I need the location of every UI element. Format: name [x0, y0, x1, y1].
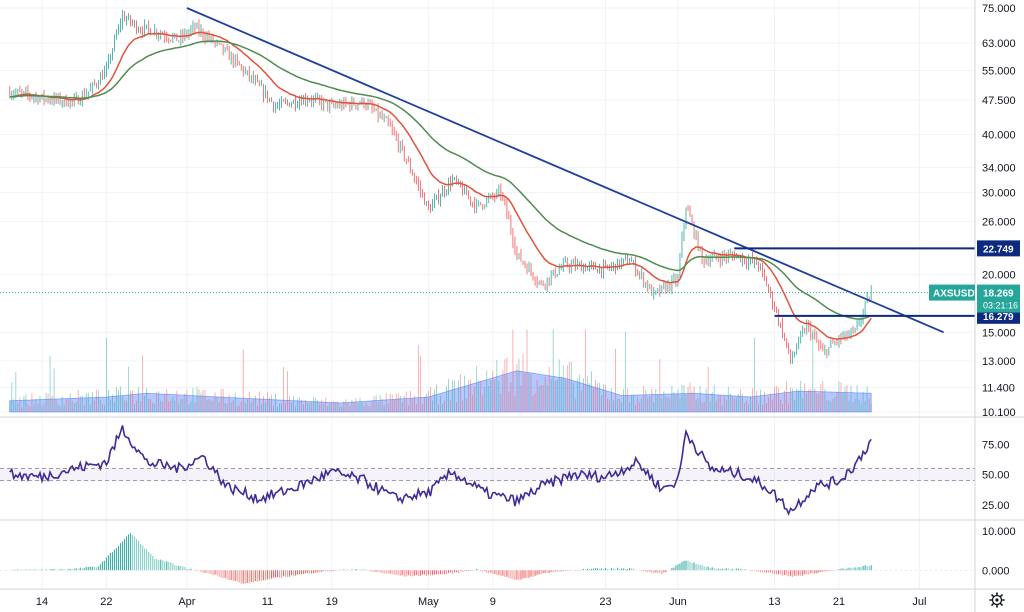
price-tick-label: 40.000 [982, 130, 1016, 142]
rsi-tick-label: 75.00 [982, 439, 1010, 451]
last-price-tag [977, 284, 1020, 313]
level-price-tag [977, 240, 1020, 257]
macd-pane[interactable] [0, 533, 975, 584]
time-tick-label: May [418, 596, 439, 608]
price-tick-label: 26.000 [982, 216, 1016, 228]
price-tick-label: 55.000 [982, 65, 1016, 77]
macd-tick-label: 10.000 [982, 526, 1016, 538]
price-tick-label: 20.000 [982, 269, 1016, 281]
time-tick-label: 11 [262, 596, 273, 608]
time-tick-label: 13 [768, 596, 780, 608]
candle-layer [9, 9, 872, 364]
rsi-line [9, 425, 872, 516]
time-tick-label: 23 [599, 596, 611, 608]
price-tick-label: 15.000 [982, 327, 1016, 339]
time-tick-label: 21 [833, 596, 845, 608]
last-price-label: 18.269 [983, 289, 1014, 300]
price-tick-label: 30.000 [982, 188, 1016, 200]
time-tick-label: Apr [178, 596, 195, 608]
time-tick-label: 22 [100, 596, 112, 608]
price-tick-label: 13.000 [982, 356, 1016, 368]
rsi-band [0, 468, 975, 481]
ema-fast-line [9, 31, 872, 340]
price-tick-label: 63.000 [982, 38, 1016, 50]
level-price-label: 16.279 [983, 312, 1014, 323]
rsi-pane[interactable] [0, 425, 975, 516]
countdown-label: 03:21:16 [983, 301, 1018, 311]
price-tick-label: 75.000 [982, 3, 1016, 15]
ema-slow-line [9, 40, 872, 320]
symbol-tag [929, 284, 975, 301]
price-tick-label: 11.400 [982, 383, 1015, 395]
macd-histogram [0, 533, 975, 584]
price-axis[interactable]: 75.000 63.000 55.000 47.500 40.000 34.000 30.0… [982, 3, 1016, 577]
gear-icon[interactable] [989, 592, 1005, 608]
level-price-label: 22.749 [983, 244, 1014, 255]
rsi-tick-label: 25.00 [982, 500, 1010, 512]
volume-layer [9, 329, 872, 413]
price-tick-label: 47.500 [982, 95, 1016, 107]
rsi-tick-label: 50.00 [982, 470, 1010, 482]
price-tick-label: 34.000 [982, 162, 1016, 174]
time-axis[interactable]: 14 22 Apr 11 19 May 9 23 Jun 13 21 Jul [36, 596, 927, 608]
price-tick-label: 10.100 [982, 407, 1016, 419]
time-tick-label: 19 [326, 596, 338, 608]
price-pane[interactable] [0, 7, 975, 413]
macd-tick-label: 0.000 [982, 565, 1010, 577]
descending-trendline[interactable] [186, 7, 944, 334]
time-tick-label: Jul [912, 596, 926, 608]
time-tick-label: 14 [36, 596, 48, 608]
chart-grid [0, 0, 975, 589]
horizontal-levels [734, 247, 975, 317]
symbol-label: AXSUSDT [933, 289, 981, 300]
time-tick-label: Jun [669, 596, 687, 608]
time-tick-label: 9 [490, 596, 496, 608]
